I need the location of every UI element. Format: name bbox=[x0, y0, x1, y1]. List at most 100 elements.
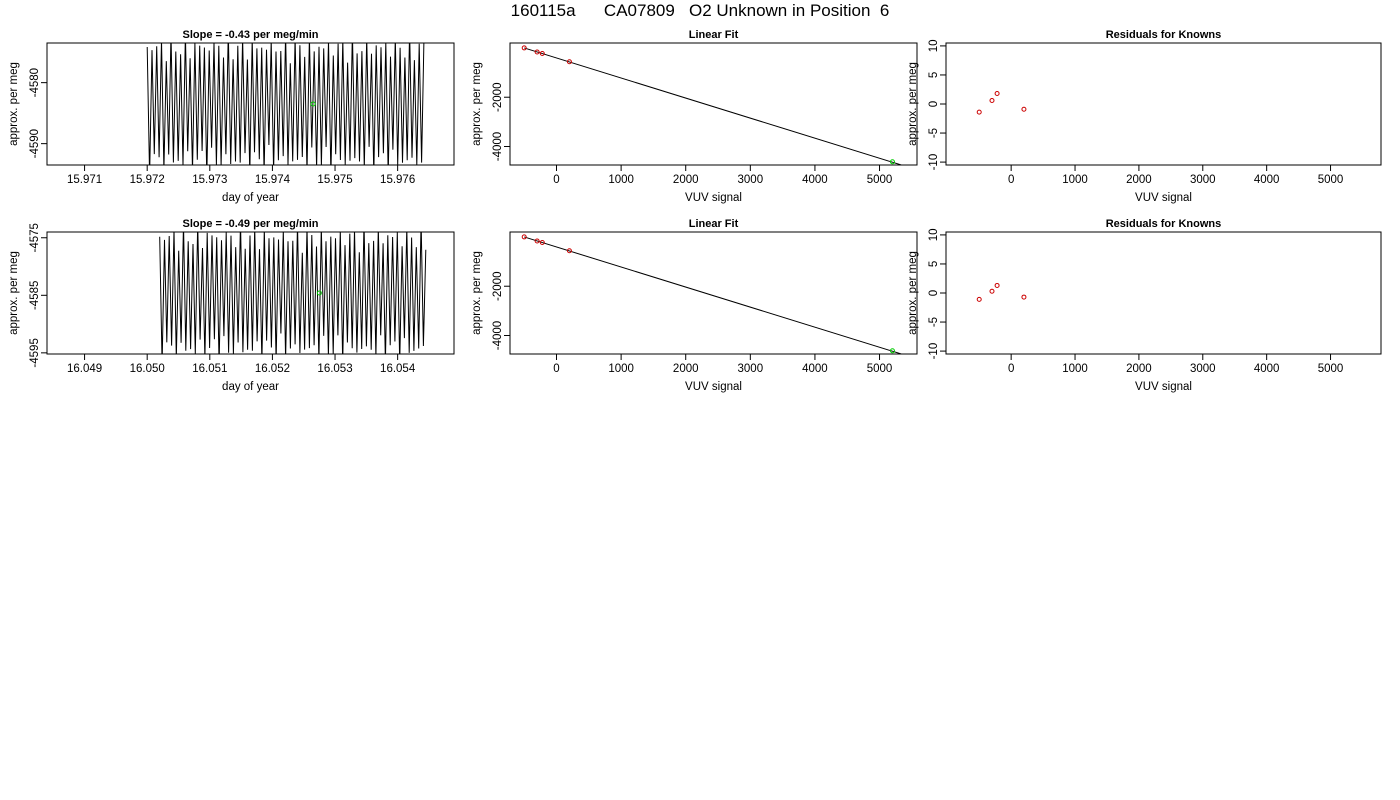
unknown-marker bbox=[316, 290, 322, 296]
y-tick-label: -5 bbox=[928, 128, 940, 138]
trace-line bbox=[159, 232, 427, 354]
plot-frame bbox=[945, 42, 1382, 166]
x-tick-label: 0 bbox=[1008, 174, 1014, 186]
x-tick-label: 15.975 bbox=[317, 174, 352, 186]
plot-frame bbox=[509, 231, 918, 355]
x-tick-label: 3000 bbox=[738, 363, 764, 375]
panel-title: Slope = -0.43 per meg/min bbox=[182, 29, 318, 41]
x-tick-label: 1000 bbox=[1062, 174, 1088, 186]
y-tick-label: -4575 bbox=[29, 223, 41, 252]
y-tick-label: 5 bbox=[928, 72, 940, 78]
plot-frame bbox=[46, 42, 455, 166]
panel-trace-bottom: Slope = -0.49 per meg/min 16.049 16.050 16.… bbox=[8, 218, 455, 393]
y-axis-label: approx. per meg bbox=[471, 62, 483, 146]
x-tick-label: 3000 bbox=[738, 174, 764, 186]
x-tick-label: 16.054 bbox=[380, 363, 416, 375]
y-tick-label: -4580 bbox=[29, 68, 41, 97]
fit-line bbox=[524, 236, 904, 354]
x-axis-label: day of year bbox=[222, 381, 279, 393]
y-tick-label: 0 bbox=[928, 290, 940, 296]
y-tick-label: -4585 bbox=[29, 281, 41, 310]
x-tick-label: 0 bbox=[553, 174, 559, 186]
x-tick-label: 16.049 bbox=[67, 363, 102, 375]
unknown-point bbox=[889, 159, 895, 165]
plot-area bbox=[146, 43, 425, 165]
x-tick-label: 1000 bbox=[608, 174, 634, 186]
x-tick-label: 16.051 bbox=[192, 363, 227, 375]
x-tick-label: 2000 bbox=[1126, 363, 1152, 375]
y-tick-label: -2000 bbox=[492, 83, 504, 112]
plot-area bbox=[976, 282, 1027, 302]
panel-residuals-bottom: Residuals for Knowns 0 1000 2000 3000 4000 500… bbox=[907, 218, 1382, 393]
unknown-point bbox=[889, 348, 895, 354]
x-tick-label: 2000 bbox=[1126, 174, 1152, 186]
x-tick-label: 5000 bbox=[867, 174, 893, 186]
y-tick-label: -4000 bbox=[492, 132, 504, 161]
x-tick-label: 1000 bbox=[608, 363, 634, 375]
y-tick-label: 10 bbox=[928, 40, 940, 53]
y-tick-label: 5 bbox=[928, 261, 940, 267]
x-tick-label: 2000 bbox=[673, 174, 699, 186]
residual-point bbox=[976, 296, 982, 302]
panel-title: Linear Fit bbox=[689, 29, 739, 41]
plot-frame bbox=[945, 231, 1382, 355]
known-point bbox=[521, 234, 527, 240]
panel-title: Slope = -0.49 per meg/min bbox=[182, 218, 318, 230]
x-tick-label: 4000 bbox=[1254, 363, 1280, 375]
residual-point bbox=[994, 282, 1000, 288]
x-tick-label: 15.972 bbox=[130, 174, 165, 186]
known-point bbox=[534, 238, 540, 244]
panel-title: Residuals for Knowns bbox=[1106, 29, 1222, 41]
x-tick-label: 3000 bbox=[1190, 363, 1216, 375]
x-tick-label: 15.971 bbox=[67, 174, 102, 186]
x-tick-label: 15.973 bbox=[192, 174, 227, 186]
y-tick-label: -4595 bbox=[29, 338, 41, 367]
y-axis-label: approx. per meg bbox=[471, 251, 483, 335]
residual-point bbox=[1021, 106, 1027, 112]
plot-frame bbox=[509, 42, 918, 166]
residual-point bbox=[989, 288, 995, 294]
panel-linear-fit-top: Linear Fit 0 1000 2000 3000 4000 5000 -4000 -200… bbox=[471, 29, 918, 204]
panel-title: Linear Fit bbox=[689, 218, 739, 230]
known-point bbox=[539, 50, 545, 56]
trace-line bbox=[146, 43, 425, 165]
plot-area bbox=[521, 234, 904, 354]
y-tick-label: -2000 bbox=[492, 272, 504, 301]
x-tick-label: 0 bbox=[1008, 363, 1014, 375]
plot-area bbox=[521, 45, 904, 165]
y-tick-label: -10 bbox=[928, 343, 940, 360]
known-point bbox=[539, 239, 545, 245]
x-tick-label: 3000 bbox=[1190, 174, 1216, 186]
panel-title: Residuals for Knowns bbox=[1106, 218, 1222, 230]
y-axis-label: approx. per meg bbox=[8, 62, 20, 146]
y-tick-label: -4590 bbox=[29, 129, 41, 158]
panel-trace-top: Slope = -0.43 per meg/min 15.971 15.972 15.… bbox=[8, 29, 455, 204]
residual-point bbox=[994, 91, 1000, 97]
y-axis-label: approx. per meg bbox=[8, 251, 20, 335]
y-tick-label: -4000 bbox=[492, 321, 504, 350]
x-tick-label: 5000 bbox=[1318, 363, 1344, 375]
residual-point bbox=[976, 109, 982, 115]
x-axis-label: VUV signal bbox=[1135, 381, 1192, 393]
x-axis-label: day of year bbox=[222, 192, 279, 204]
x-tick-label: 15.974 bbox=[255, 174, 291, 186]
panel-residuals-top: Residuals for Knowns 0 1000 2000 3000 4000 500… bbox=[907, 29, 1382, 204]
x-tick-label: 15.976 bbox=[380, 174, 415, 186]
x-tick-label: 5000 bbox=[1318, 174, 1344, 186]
plot-frame bbox=[46, 231, 455, 355]
x-tick-label: 16.052 bbox=[255, 363, 290, 375]
x-axis-label: VUV signal bbox=[1135, 192, 1192, 204]
x-axis-label: VUV signal bbox=[685, 381, 742, 393]
x-tick-label: 1000 bbox=[1062, 363, 1088, 375]
x-tick-label: 4000 bbox=[1254, 174, 1280, 186]
residual-point bbox=[989, 98, 995, 104]
plot-area bbox=[976, 91, 1027, 115]
panel-linear-fit-bottom: Linear Fit 0 1000 2000 3000 4000 5000 -4000 -200… bbox=[471, 218, 918, 393]
plot-area bbox=[159, 232, 427, 354]
y-axis-label: approx. per meg bbox=[907, 251, 919, 335]
fit-line bbox=[524, 47, 904, 165]
x-tick-label: 0 bbox=[553, 363, 559, 375]
unknown-marker bbox=[310, 101, 316, 107]
x-tick-label: 2000 bbox=[673, 363, 699, 375]
